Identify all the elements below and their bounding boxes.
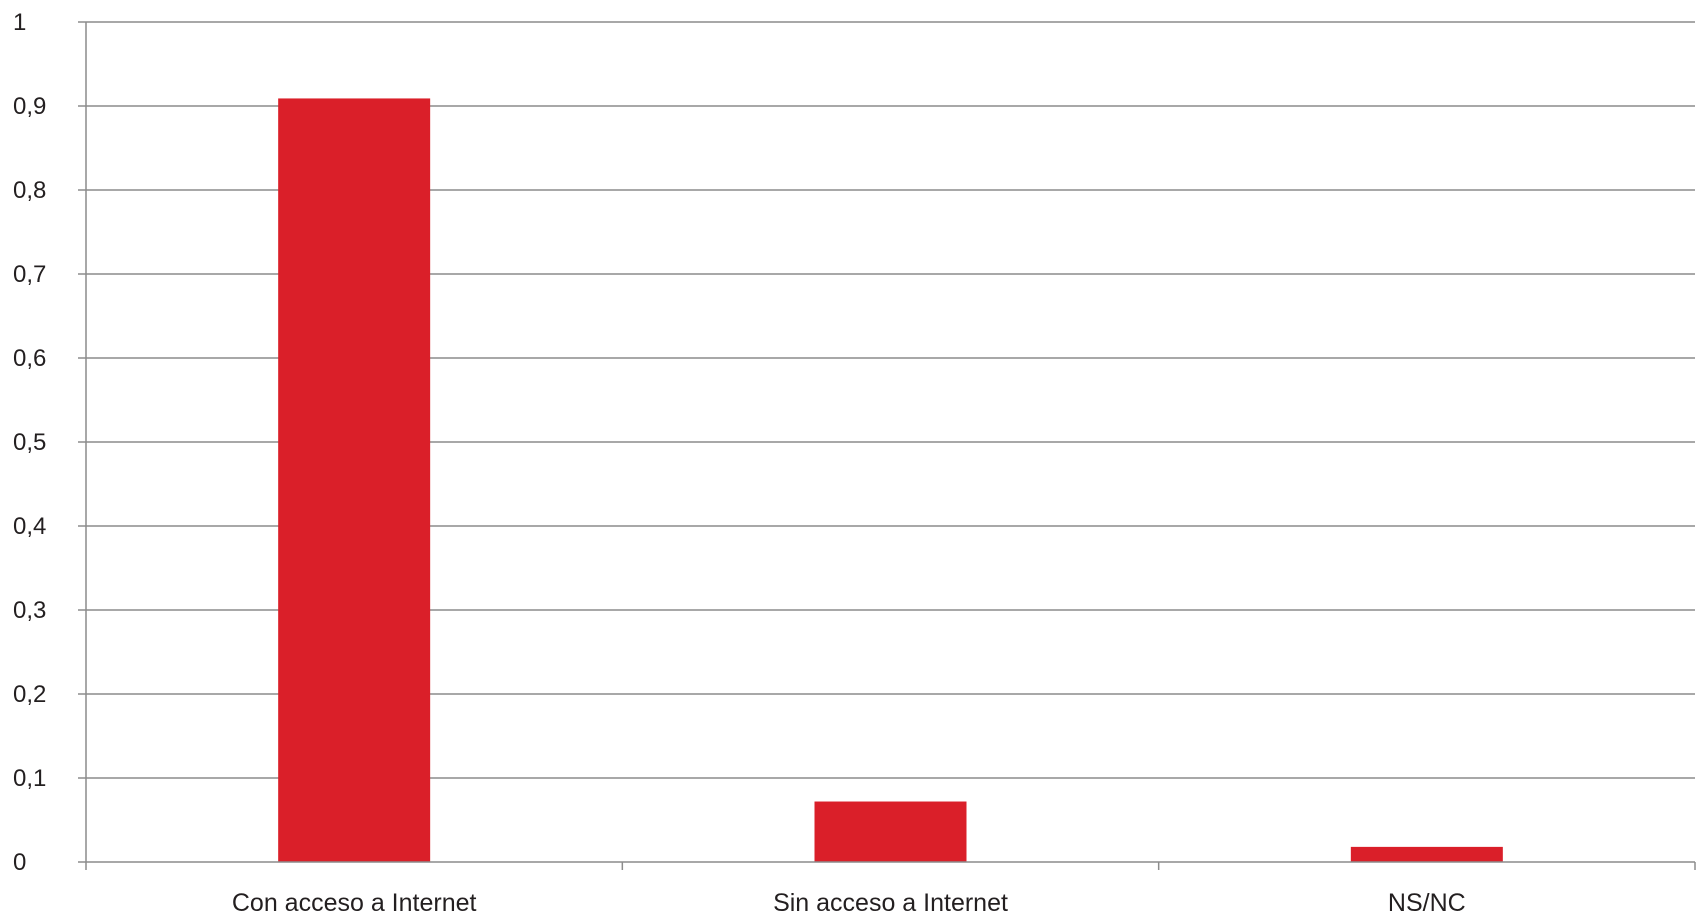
y-tick-label: 0,5 <box>13 429 46 456</box>
y-tick-label: 0,6 <box>13 345 46 372</box>
bars <box>278 98 1503 862</box>
y-tick-label: 0 <box>13 849 26 876</box>
x-axis-category-labels: Con acceso a Internet Sin acceso a Intern… <box>232 889 1466 917</box>
y-tick-label: 0,1 <box>13 765 46 792</box>
bar <box>814 801 967 862</box>
axes <box>78 21 1696 870</box>
y-tick-label: 1 <box>13 9 26 36</box>
x-category-label: Sin acceso a Internet <box>773 889 1008 917</box>
y-tick-label: 0,4 <box>13 513 46 540</box>
y-tick-label: 0,3 <box>13 597 46 624</box>
y-tick-label: 0,8 <box>13 177 46 204</box>
bar <box>1350 846 1503 862</box>
x-category-label: NS/NC <box>1388 889 1466 917</box>
y-tick-label: 0,7 <box>13 261 46 288</box>
y-tick-label: 0,9 <box>13 93 46 120</box>
y-axis-tick-labels: 0 0,1 0,2 0,3 0,4 0,5 0,6 0,7 0,8 0,9 1 <box>13 9 46 876</box>
bar <box>278 98 431 862</box>
x-category-label: Con acceso a Internet <box>232 889 477 917</box>
y-tick-label: 0,2 <box>13 681 46 708</box>
